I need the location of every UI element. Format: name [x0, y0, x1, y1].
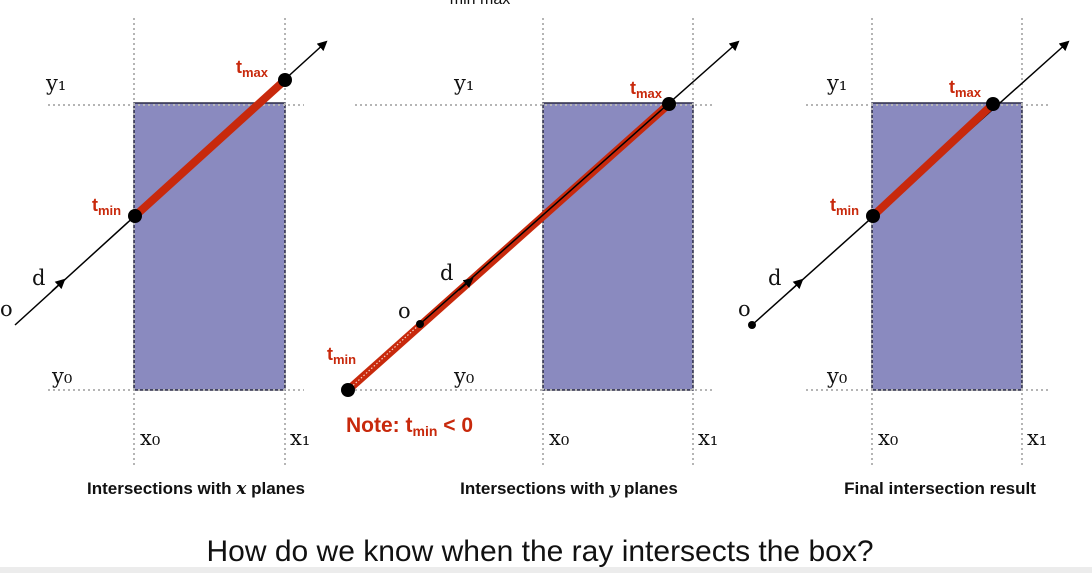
ray-highlight-segment — [132, 77, 288, 219]
box-y-panel — [542, 102, 694, 391]
caption-x-planes: Intersections with x planes — [87, 479, 305, 499]
label-x1: x₁ — [290, 426, 310, 450]
t-min-point — [341, 383, 355, 397]
note-t-min-negative: Note: tmin < 0 — [346, 414, 473, 439]
label-t-max: tmax — [630, 78, 663, 101]
ray-line — [419, 40, 740, 325]
panel-final-result: y₁ y₀ x₀ x₁ o d tmin tmax Final intersec… — [738, 18, 1070, 498]
label-x1: x₁ — [698, 426, 718, 450]
bottom-divider — [0, 567, 1092, 573]
origin-point — [748, 321, 756, 329]
direction-arrow — [789, 278, 804, 292]
t-min-point — [866, 209, 880, 223]
origin-point — [416, 320, 424, 328]
t-max-point — [278, 73, 292, 87]
label-y0: y₀ — [453, 364, 474, 388]
label-t-max: tmax — [949, 77, 982, 100]
top-clipped-fragment: min max — [450, 0, 510, 8]
label-y1: y₁ — [45, 71, 66, 95]
label-t-max: tmax — [236, 57, 269, 80]
label-y1: y₁ — [826, 71, 847, 95]
label-t-min: tmin — [830, 195, 859, 218]
caption-final-result: Final intersection result — [844, 479, 1036, 498]
label-x1: x₁ — [1027, 426, 1047, 450]
t-min-point — [128, 209, 142, 223]
negative-t-ray-dotted — [347, 323, 421, 391]
t-max-point — [662, 97, 676, 111]
label-x0: x₀ — [878, 426, 898, 450]
label-origin: o — [738, 297, 751, 321]
label-t-min: tmin — [327, 344, 356, 367]
label-x0: x₀ — [140, 426, 160, 450]
label-direction: d — [440, 261, 453, 285]
label-origin: o — [398, 299, 411, 323]
label-x0: x₀ — [549, 426, 569, 450]
label-direction: d — [32, 266, 45, 290]
ray-highlight-segment — [345, 101, 672, 393]
panel-y-planes: y₁ y₀ x₀ x₁ o d tmin tmax Note: tmin < 0… — [327, 18, 740, 499]
label-y0: y₀ — [51, 364, 72, 388]
caption-y-planes: Intersections with y planes — [460, 479, 678, 499]
direction-arrow — [51, 278, 66, 292]
ray-highlight-segment — [870, 101, 996, 219]
panel-x-planes: y₁ y₀ x₀ x₁ o d tmin tmax Intersections … — [0, 18, 328, 499]
label-y0: y₀ — [826, 364, 847, 388]
direction-arrow — [458, 277, 474, 291]
t-max-point — [986, 97, 1000, 111]
question-text: How do we know when the ray intersects t… — [206, 535, 873, 568]
label-t-min: tmin — [92, 195, 121, 218]
label-y1: y₁ — [453, 71, 474, 95]
label-origin: o — [0, 297, 13, 321]
label-direction: d — [768, 266, 781, 290]
